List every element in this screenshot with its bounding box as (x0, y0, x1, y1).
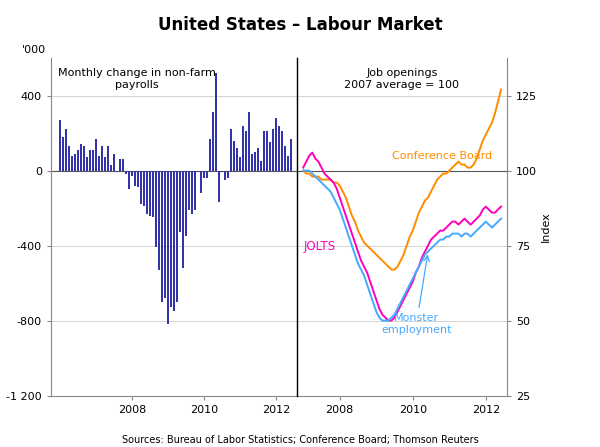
Bar (62, 137, 64, 171)
Bar (134, 171, 136, 186)
Bar (218, 171, 220, 202)
Bar (152, 171, 154, 218)
Bar (221, 171, 223, 173)
Bar (140, 171, 142, 204)
Bar (95, 139, 97, 171)
Bar (146, 171, 148, 214)
Bar (269, 143, 271, 171)
Bar (98, 156, 100, 171)
Bar (131, 171, 133, 176)
Bar (167, 171, 169, 325)
Bar (155, 171, 157, 248)
Bar (233, 141, 235, 171)
Bar (272, 129, 274, 171)
Bar (113, 154, 115, 171)
Text: Monthly change in non-farm
payrolls: Monthly change in non-farm payrolls (58, 68, 216, 90)
Bar (86, 157, 88, 171)
Bar (275, 118, 277, 171)
Bar (176, 171, 178, 302)
Bar (188, 171, 190, 210)
Bar (59, 120, 61, 171)
Y-axis label: Index: Index (541, 211, 551, 242)
Bar (137, 171, 139, 187)
Text: Conference Board: Conference Board (392, 152, 491, 161)
Bar (266, 131, 268, 171)
Text: '000: '000 (22, 45, 46, 55)
Bar (92, 150, 94, 171)
Bar (257, 148, 259, 171)
Bar (104, 157, 106, 171)
Bar (107, 146, 109, 171)
Bar (119, 160, 121, 171)
Bar (101, 146, 103, 171)
Bar (89, 150, 91, 171)
Bar (290, 139, 292, 171)
Bar (77, 150, 79, 171)
Bar (242, 126, 244, 171)
Bar (110, 165, 112, 171)
Text: Sources: Bureau of Labor Statistics; Conference Board; Thomson Reuters: Sources: Bureau of Labor Statistics; Con… (122, 435, 478, 445)
Bar (215, 73, 217, 171)
Bar (227, 171, 229, 178)
Bar (71, 156, 73, 171)
Bar (278, 126, 280, 171)
Bar (182, 171, 184, 268)
Bar (128, 171, 130, 190)
Bar (125, 171, 127, 174)
Text: JOLTS: JOLTS (304, 240, 335, 253)
Text: Job openings
2007 average = 100: Job openings 2007 average = 100 (344, 68, 460, 90)
Bar (179, 171, 181, 232)
Bar (143, 171, 145, 206)
Bar (161, 171, 163, 302)
Bar (263, 131, 265, 171)
Bar (287, 156, 289, 171)
Bar (173, 171, 175, 311)
Bar (251, 154, 253, 171)
Text: Monster
employment: Monster employment (381, 256, 452, 335)
Bar (83, 146, 85, 171)
Bar (65, 129, 67, 171)
Bar (281, 131, 283, 171)
Bar (149, 171, 151, 215)
Bar (254, 152, 256, 171)
Bar (239, 157, 241, 171)
Bar (68, 146, 70, 171)
Text: United States – Labour Market: United States – Labour Market (158, 16, 442, 34)
Bar (197, 171, 199, 172)
Bar (209, 139, 211, 171)
Bar (80, 144, 82, 171)
Bar (230, 129, 232, 171)
Bar (200, 171, 202, 193)
Bar (212, 113, 214, 171)
Bar (122, 160, 124, 171)
Bar (74, 154, 76, 171)
Bar (185, 171, 187, 236)
Bar (236, 148, 238, 171)
Bar (248, 113, 250, 171)
Bar (158, 171, 160, 270)
Bar (224, 171, 226, 180)
Bar (191, 171, 193, 214)
Bar (194, 171, 196, 210)
Bar (170, 171, 172, 308)
Bar (116, 171, 118, 173)
Bar (206, 171, 208, 178)
Bar (203, 171, 205, 178)
Bar (284, 146, 286, 171)
Bar (260, 161, 262, 171)
Bar (245, 131, 247, 171)
Bar (164, 171, 166, 298)
